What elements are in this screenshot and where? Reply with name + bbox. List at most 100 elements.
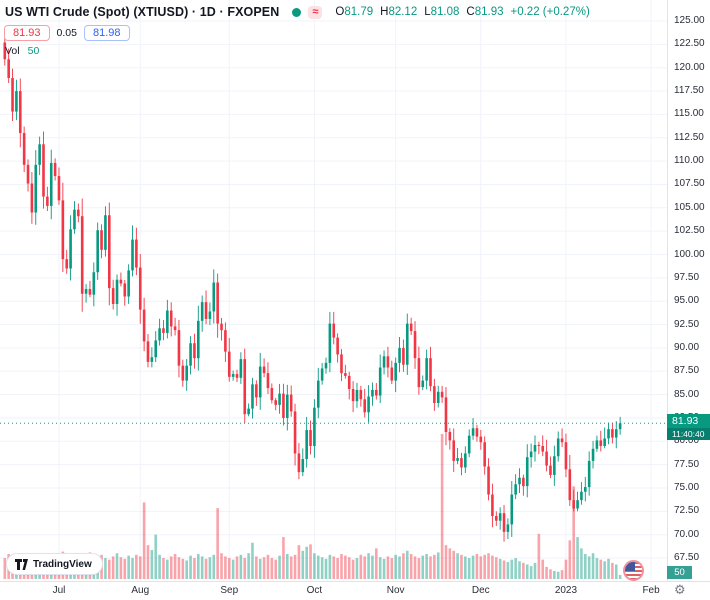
volume-bar [123,558,127,579]
candle-up [595,440,599,449]
candle-down [479,436,483,443]
volume-bar [436,552,440,579]
volume-bar [154,534,158,579]
volume-bar [158,554,161,579]
candle-up [38,144,41,165]
volume-bar [390,558,394,579]
candle-up [556,438,560,457]
candle-down [88,289,92,295]
volume-bar [247,553,250,579]
price-axis[interactable]: 125.00 122.50 120.00 117.50 115.00 112.50 110.… [667,0,710,581]
price-tick-label: 67.50 [674,552,700,564]
candle-down [65,259,69,269]
candle-down [216,282,219,324]
volume-bar [185,560,188,579]
time-axis[interactable]: Jul Aug Sep Oct Nov Dec 2023 Feb [0,581,710,600]
candle-down [111,288,115,305]
price-tick-label: 100.00 [674,248,705,260]
candle-down [433,386,436,404]
candle-down [42,144,45,197]
candle-up [92,272,96,295]
price-tick-label: 107.50 [674,178,705,190]
tradingview-logo[interactable]: TradingView [6,553,103,575]
time-tick-label: 2023 [554,585,578,596]
candle-down [309,430,312,446]
candle-down [440,391,444,398]
candlestick-series [3,32,622,542]
volume-bar [293,554,297,579]
candle-up [189,343,192,366]
volume-bar [177,557,181,579]
candle-up [200,302,204,321]
delayed-data-icon[interactable]: ≈ [308,5,323,19]
market-open-dot-icon[interactable] [292,7,302,17]
volume-bar [216,508,219,579]
symbol-title[interactable]: US WTI Crude (Spot) (XTIUSD) · 1D · FXOP… [5,5,280,19]
volume-bar [255,556,258,579]
candle-down [224,330,227,352]
volume-bar [363,556,367,579]
candle-up [533,445,537,452]
price-tick-label: 85.00 [674,388,700,400]
candle-up [506,524,510,532]
volume-bar [522,562,525,579]
price-tick-label: 80.00 [674,435,700,447]
volume-bar [208,557,212,579]
volume-axis-badge: 50 [667,566,692,579]
candle-down [119,279,123,284]
price-tick-label: 125.00 [674,15,705,26]
candle-up [73,209,76,230]
volume-bar [328,554,332,579]
volume-bar [556,571,560,579]
candle-down [274,400,277,405]
volume-bar [487,553,490,579]
economic-calendar-us-flag-icon[interactable] [623,560,644,581]
candle-up [584,487,587,492]
candle-up [471,428,475,436]
candle-up [378,367,382,396]
candle-down [417,358,421,388]
volume-bar [614,564,618,579]
volume-bar [107,559,111,579]
candle-down [262,366,266,374]
candle-down [545,451,548,466]
candle-down [541,445,545,452]
candle-down [266,373,270,389]
candle-up [355,389,359,402]
candle-up [34,164,38,213]
candle-down [7,59,10,78]
volume-bar [553,570,556,579]
candle-down [363,399,367,413]
price-scale-settings-gear-icon[interactable]: ⚙ [674,582,686,597]
volume-bar [576,537,579,579]
candle-down [53,162,57,177]
candle-down [344,373,347,376]
volume-bar [506,562,510,579]
volume-legend[interactable]: Vol 50 [5,45,39,57]
volume-bar [409,554,413,579]
candle-up [587,460,591,488]
volume-bar [115,553,119,579]
candle-up [614,429,618,438]
price-tick-label: 75.00 [674,482,700,493]
candle-down [409,323,413,332]
volume-bar [119,557,123,579]
candle-down [107,215,111,289]
volume-bar [309,544,312,579]
volume-bar [239,554,243,579]
candle-up [518,477,521,485]
time-tick-label: Feb [642,585,660,596]
sell-bid-button[interactable]: 81.93 [4,25,50,41]
candle-up [436,391,440,404]
volume-bar [467,558,471,579]
candle-up [301,459,305,473]
volume-bar [127,555,130,579]
volume-bar [460,554,463,579]
candle-up [618,423,622,430]
candle-up [467,435,471,454]
volume-bar [166,559,169,579]
volume-bar [3,558,7,579]
buy-ask-button[interactable]: 81.98 [83,25,130,41]
